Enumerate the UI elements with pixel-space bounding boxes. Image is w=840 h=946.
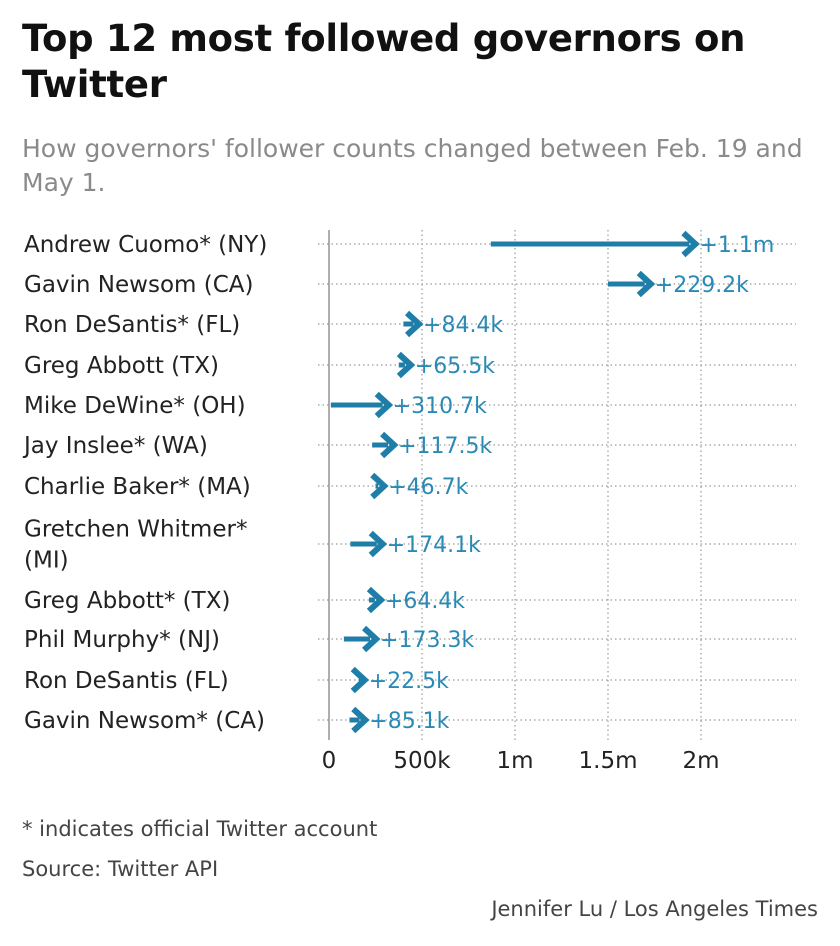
arrow-chart: 0 500k 1m 1.5m 2m Andrew Cuomo* (NY) +1.1m Gavi… — [22, 230, 796, 774]
value-label: +22.5k — [369, 669, 449, 694]
row-label: Gretchen Whitmer* — [24, 517, 247, 543]
value-label: +64.4k — [385, 589, 465, 614]
row-label: Jay Inslee* (WA) — [22, 433, 208, 459]
chart-subtitle: How governors' follower counts changed b… — [22, 134, 803, 197]
value-label: +65.5k — [415, 354, 495, 379]
arrow-head — [370, 472, 389, 500]
arrow-head — [404, 310, 424, 338]
arrow-head — [351, 706, 370, 734]
x-tick-label: 500k — [393, 748, 451, 774]
row-label: Phil Murphy* (NJ) — [24, 627, 220, 653]
arrow-head — [396, 351, 416, 379]
value-label: +229.2k — [655, 273, 749, 298]
x-tick-label: 0 — [322, 748, 337, 774]
value-label: +85.1k — [369, 709, 449, 734]
arrow-head — [636, 270, 656, 298]
value-label: +174.1k — [387, 533, 481, 558]
row-label: Mike DeWine* (OH) — [24, 393, 246, 419]
value-label: +310.7k — [393, 394, 487, 419]
credit-line: Jennifer Lu / Los Angeles Times — [491, 897, 818, 921]
value-label: +173.3k — [380, 628, 474, 653]
source-note: Source: Twitter API — [22, 857, 219, 881]
x-tick-label: 1.5m — [579, 748, 638, 774]
footnote: * indicates official Twitter account — [22, 817, 378, 841]
row-label: Greg Abbott (TX) — [24, 353, 219, 379]
x-tick-label: 2m — [682, 748, 719, 774]
arrow-head — [362, 625, 381, 653]
row-label: Charlie Baker* (MA) — [24, 474, 251, 500]
arrow-head — [350, 666, 370, 694]
arrow-head — [374, 391, 394, 419]
arrow-head — [380, 431, 399, 459]
arrow-head — [368, 530, 388, 558]
row-label: Ron DeSantis (FL) — [24, 668, 229, 694]
value-label: +46.7k — [388, 475, 468, 500]
row-label: (MI) — [24, 548, 69, 574]
value-label: +84.4k — [423, 313, 503, 338]
row-label: Ron DeSantis* (FL) — [24, 312, 240, 338]
row-label: Gavin Newsom* (CA) — [24, 708, 265, 734]
value-label: +1.1m — [699, 233, 774, 258]
row-label: Greg Abbott* (TX) — [24, 588, 230, 614]
row-label: Andrew Cuomo* (NY) — [24, 232, 267, 258]
arrow-head — [366, 586, 386, 614]
row-label: Gavin Newsom (CA) — [24, 272, 253, 298]
chart-title: Top 12 most followed governors on Twitte… — [22, 17, 746, 106]
arrow-head — [681, 230, 700, 258]
value-label: +117.5k — [398, 434, 492, 459]
x-tick-label: 1m — [496, 748, 533, 774]
